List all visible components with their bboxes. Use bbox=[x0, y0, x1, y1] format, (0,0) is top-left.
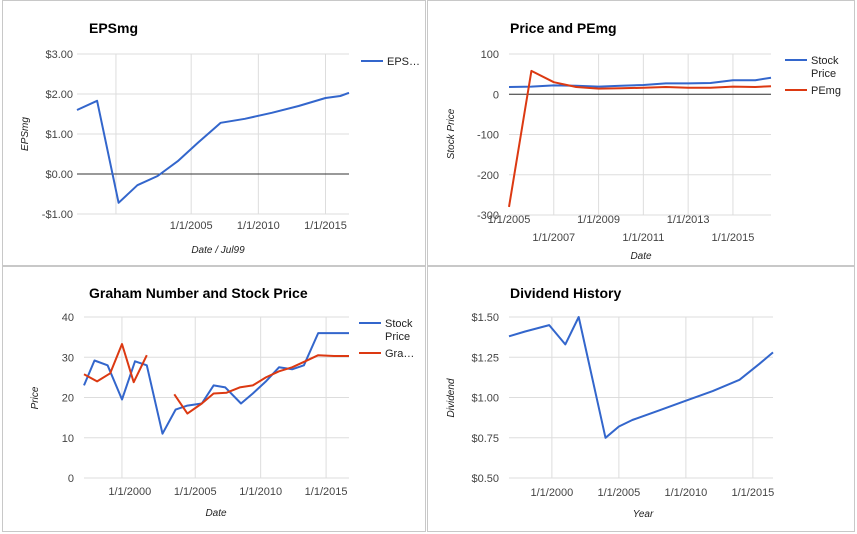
x-tick-label: 1/1/2009 bbox=[577, 214, 620, 226]
x-tick-label: 1/1/2005 bbox=[597, 487, 640, 499]
y-tick-label: $1.50 bbox=[471, 312, 499, 324]
graham-chart: Graham Number and Stock Price 403020100 … bbox=[30, 285, 414, 519]
y-tick-label: 100 bbox=[481, 49, 499, 61]
x-tick-label: 1/1/2015 bbox=[305, 486, 348, 498]
y-tick-label: -200 bbox=[477, 170, 499, 182]
x-tick-label: 1/1/2015 bbox=[712, 232, 755, 244]
y-axis-label: EPSmg bbox=[20, 117, 31, 151]
price-pe-chart: Price and PEmg 100 0 -100 -200 -300 1/1/2005… bbox=[446, 20, 841, 262]
y-tick-label: -300 bbox=[477, 210, 499, 222]
legend-label-graham: Gra… bbox=[385, 348, 414, 360]
x-tick-label: 1/1/2013 bbox=[667, 214, 710, 226]
y-tick-label: 10 bbox=[62, 433, 74, 445]
series-line-gra- bbox=[173, 354, 349, 415]
y-tick-label: $2.00 bbox=[45, 89, 73, 101]
legend-label-stock-price: Stock Price bbox=[811, 55, 839, 80]
x-axis-label: Date bbox=[630, 251, 652, 262]
y-tick-label: 40 bbox=[62, 312, 74, 324]
y-tick-label: $0.50 bbox=[471, 473, 499, 485]
x-tick-label: 1/1/2010 bbox=[664, 487, 707, 499]
series-line-eps- bbox=[76, 91, 350, 204]
y-tick-label: -$1.00 bbox=[42, 209, 73, 221]
x-tick-label: 1/1/2005 bbox=[174, 486, 217, 498]
chart-title: Dividend History bbox=[510, 285, 621, 301]
y-tick-label: $0.00 bbox=[45, 169, 73, 181]
x-axis-label: Date bbox=[205, 508, 227, 519]
legend-label-stock-price: Stock Price bbox=[385, 318, 413, 343]
series-line-gra- bbox=[83, 343, 148, 384]
legend-label-eps: EPS… bbox=[387, 56, 420, 68]
x-tick-label: 1/1/2005 bbox=[170, 220, 213, 232]
x-tick-label: 1/1/2015 bbox=[304, 220, 347, 232]
y-tick-label: $1.00 bbox=[471, 393, 499, 405]
chart-title: EPSmg bbox=[89, 20, 138, 36]
dividend-chart-panel: Dividend History $1.50 $1.25 $1.00 $0.75 $0.… bbox=[427, 266, 855, 532]
graham-chart-panel: Graham Number and Stock Price 40 30 20 10 0 … bbox=[2, 266, 426, 532]
x-tick-label: 1/1/2007 bbox=[532, 232, 575, 244]
x-axis-label: Date / Jul99 bbox=[191, 245, 245, 256]
y-tick-label: $0.75 bbox=[471, 433, 499, 445]
chart-title: Price and PEmg bbox=[510, 20, 617, 36]
price-pe-chart-panel: Price and PEmg 100 0 -100 -200 -300 1/1/2005… bbox=[427, 0, 855, 266]
x-axis-label: Year bbox=[633, 509, 654, 520]
y-tick-label: $1.25 bbox=[471, 352, 499, 364]
dividend-chart: Dividend History $1.50 $1.25 $1.00 $0.75 $0.… bbox=[446, 285, 774, 520]
series-line-dividend bbox=[508, 316, 774, 439]
x-tick-label: 1/1/2011 bbox=[622, 232, 664, 244]
y-tick-label: 0 bbox=[493, 89, 499, 101]
legend-label-pemg: PEmg bbox=[811, 85, 841, 97]
y-tick-label: 0 bbox=[68, 473, 74, 485]
y-tick-label: -100 bbox=[477, 130, 499, 142]
y-tick-label: $3.00 bbox=[45, 49, 73, 61]
eps-chart: EPSmg $3.00 $2.00 $1.00 $0.00 -$1.00 1/1/200… bbox=[20, 20, 420, 256]
x-tick-label: 1/1/2000 bbox=[108, 486, 151, 498]
x-tick-label: 1/1/2015 bbox=[731, 487, 774, 499]
y-axis-label: Dividend bbox=[446, 378, 457, 417]
y-axis-label: Stock Price bbox=[446, 108, 457, 159]
series-line-pemg bbox=[508, 69, 772, 208]
y-tick-label: 20 bbox=[62, 393, 74, 405]
y-axis-label: Price bbox=[30, 386, 41, 409]
x-tick-label: 1/1/2000 bbox=[530, 487, 573, 499]
series-line-stock-price bbox=[508, 76, 772, 88]
y-tick-label: $1.00 bbox=[45, 129, 73, 141]
x-tick-label: 1/1/2010 bbox=[237, 220, 280, 232]
series-line-stock-price bbox=[83, 332, 349, 435]
x-tick-label: 1/1/2010 bbox=[239, 486, 282, 498]
chart-title: Graham Number and Stock Price bbox=[89, 285, 308, 301]
x-tick-label: 1/1/2005 bbox=[488, 214, 531, 226]
y-tick-label: 30 bbox=[62, 352, 74, 364]
eps-chart-panel: EPSmg $3.00 $2.00 $1.00 $0.00 -$1.00 1/1/200… bbox=[2, 0, 426, 266]
